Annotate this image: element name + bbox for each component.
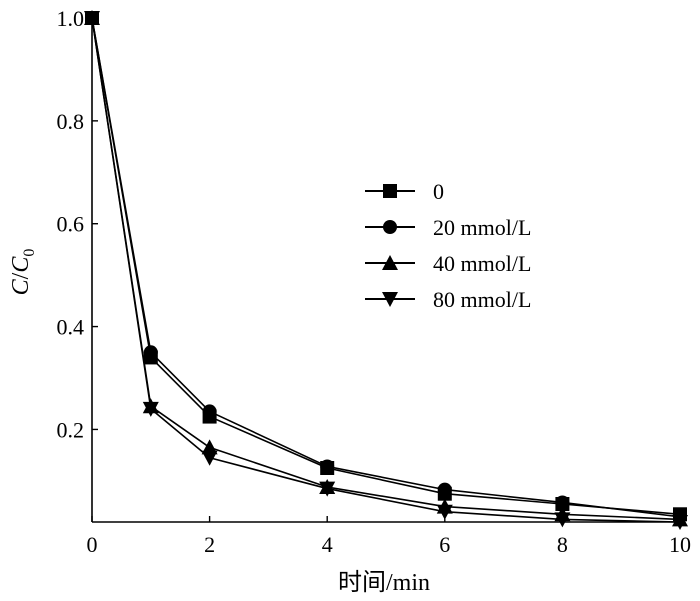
y-axis-label-sub: 0	[21, 249, 38, 257]
y-tick-label: 0.4	[57, 315, 85, 340]
data-point	[555, 495, 570, 510]
x-tick-label: 0	[87, 532, 98, 557]
data-point	[554, 512, 571, 528]
legend-marker	[383, 184, 397, 198]
y-tick-label: 0.8	[57, 109, 85, 134]
y-tick-label: 0.6	[57, 212, 85, 237]
series-3	[84, 11, 688, 530]
plot-area	[84, 10, 688, 530]
data-point	[201, 450, 218, 466]
data-point	[436, 504, 453, 520]
legend-label: 20 mmol/L	[433, 215, 531, 240]
data-point	[202, 404, 217, 419]
legend-item: 40 mmol/L	[365, 251, 531, 276]
y-tick-label: 1.0	[57, 6, 85, 31]
data-point	[84, 11, 100, 26]
legend-item: 80 mmol/L	[365, 287, 531, 312]
legend-marker	[383, 220, 397, 234]
legend: 0 20 mmol/L 40 mmol/L 80 mmol/L	[365, 179, 531, 312]
x-axis-label: 时间/min	[338, 569, 430, 596]
y-axis-label-sep: /	[8, 272, 34, 279]
data-point	[201, 439, 218, 455]
axes: 0 2 4 6 8 10 0.2 0.4 0.6 0.8 1.0	[57, 6, 692, 557]
legend-marker	[382, 292, 398, 307]
legend-item: 0	[365, 179, 444, 204]
data-point	[142, 401, 159, 417]
data-point	[319, 481, 336, 497]
y-axis-label-main: C	[8, 278, 34, 295]
legend-label: 40 mmol/L	[433, 251, 531, 276]
x-tick-label: 6	[439, 532, 450, 557]
data-point	[143, 345, 158, 360]
legend-item: 20 mmol/L	[365, 215, 531, 240]
data-point	[320, 459, 335, 474]
legend-label: 0	[433, 179, 444, 204]
data-point	[672, 515, 688, 530]
y-axis-label: C/C0	[8, 249, 38, 296]
x-tick-label: 8	[557, 532, 568, 557]
data-point	[437, 482, 452, 497]
y-axis-label-denom: C	[8, 256, 34, 273]
x-tick-label: 4	[322, 532, 333, 557]
legend-label: 80 mmol/L	[433, 287, 531, 312]
y-tick-label: 0.2	[57, 417, 85, 442]
legend-marker	[382, 255, 398, 270]
x-tick-label: 2	[204, 532, 215, 557]
x-tick-label: 10	[669, 532, 691, 557]
